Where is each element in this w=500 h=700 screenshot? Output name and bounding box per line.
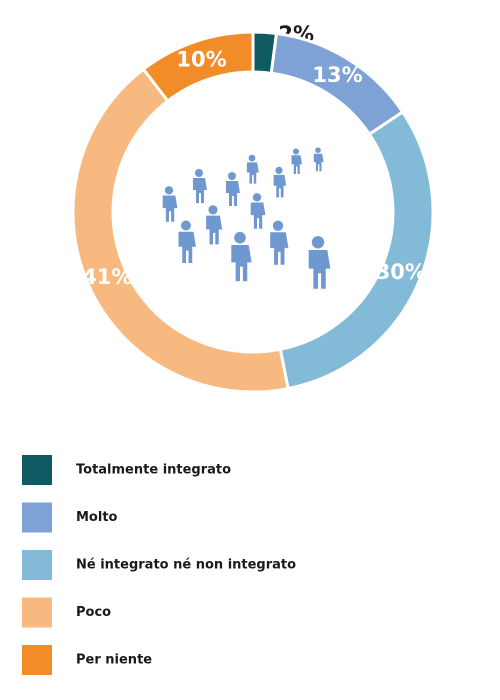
legend-swatch xyxy=(22,455,52,485)
slice-label: 30% xyxy=(376,260,426,284)
slice-label: 41% xyxy=(82,265,132,289)
slice-label: 13% xyxy=(312,63,362,87)
legend-swatch xyxy=(22,597,52,628)
donut-slice xyxy=(141,30,255,104)
legend-label: Totalmente integrato xyxy=(76,463,231,478)
donut-slice xyxy=(278,109,435,391)
legend-label: Per niente xyxy=(76,653,152,668)
legend-label: Molto xyxy=(76,510,118,525)
people-illustration xyxy=(162,147,331,289)
slice-label: 10% xyxy=(176,47,226,71)
legend-swatch xyxy=(22,550,52,580)
legend-label: Poco xyxy=(76,605,111,620)
legend-swatch xyxy=(22,645,52,675)
legend-swatch xyxy=(22,502,52,533)
legend-label: Né integrato né non integrato xyxy=(76,558,296,573)
donut-slice xyxy=(71,67,290,394)
